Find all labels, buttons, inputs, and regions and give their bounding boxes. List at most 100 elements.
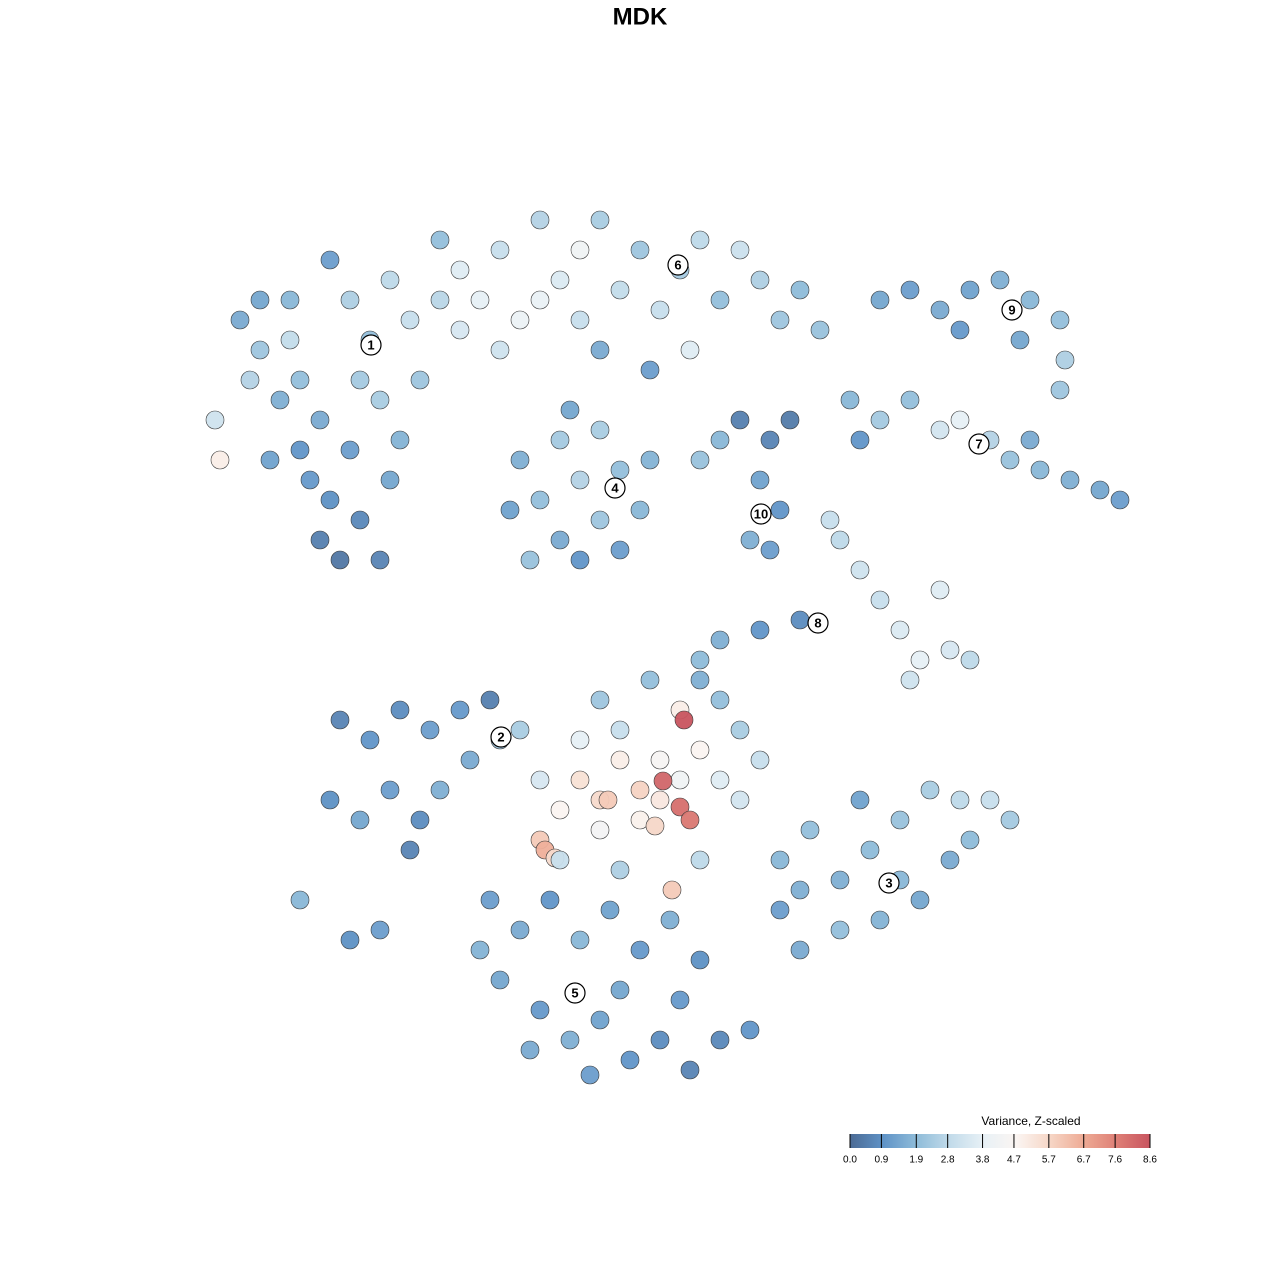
point	[470, 290, 490, 310]
point	[680, 810, 700, 830]
point	[730, 240, 750, 260]
point	[870, 290, 890, 310]
point	[710, 690, 730, 710]
cluster-label: 5	[571, 985, 578, 1000]
point	[680, 1060, 700, 1080]
point	[870, 410, 890, 430]
point	[310, 410, 330, 430]
point	[770, 500, 790, 520]
point	[800, 820, 820, 840]
point	[590, 420, 610, 440]
point	[690, 450, 710, 470]
point	[900, 670, 920, 690]
point	[520, 550, 540, 570]
point	[750, 620, 770, 640]
point	[645, 816, 665, 836]
point	[450, 320, 470, 340]
point	[560, 400, 580, 420]
point	[840, 390, 860, 410]
point	[630, 780, 650, 800]
point	[900, 280, 920, 300]
point	[570, 310, 590, 330]
point	[950, 790, 970, 810]
point	[850, 430, 870, 450]
point	[690, 850, 710, 870]
point	[660, 910, 680, 930]
point	[450, 260, 470, 280]
cluster-badge	[750, 503, 772, 525]
point	[240, 370, 260, 390]
cluster-label: 1	[367, 337, 374, 352]
point	[530, 210, 550, 230]
point	[1020, 430, 1040, 450]
point	[610, 980, 630, 1000]
point	[940, 640, 960, 660]
point	[490, 340, 510, 360]
point	[1020, 290, 1040, 310]
point	[690, 670, 710, 690]
point	[1050, 310, 1070, 330]
colorbar-tick-label: 8.6	[1143, 1155, 1157, 1166]
point	[1000, 810, 1020, 830]
cluster-label: 2	[497, 729, 504, 744]
point	[1110, 490, 1130, 510]
point	[370, 550, 390, 570]
point	[960, 280, 980, 300]
point	[300, 470, 320, 490]
point	[730, 720, 750, 740]
point	[740, 530, 760, 550]
point	[870, 590, 890, 610]
point	[630, 940, 650, 960]
point	[530, 490, 550, 510]
point	[630, 500, 650, 520]
point	[770, 900, 790, 920]
point	[920, 780, 940, 800]
point	[680, 340, 700, 360]
point	[510, 310, 530, 330]
point	[340, 930, 360, 950]
point	[1090, 480, 1110, 500]
point	[380, 270, 400, 290]
point	[850, 790, 870, 810]
point	[960, 650, 980, 670]
point	[810, 320, 830, 340]
cluster-label: 6	[674, 257, 681, 272]
point	[410, 810, 430, 830]
point	[490, 970, 510, 990]
point	[980, 790, 1000, 810]
cluster-badge	[968, 433, 990, 455]
colorbar-tick-label: 1.9	[909, 1155, 923, 1166]
point	[610, 280, 630, 300]
cluster-badge	[604, 477, 626, 499]
point	[310, 530, 330, 550]
point	[710, 430, 730, 450]
cluster-badge	[490, 726, 512, 748]
point	[1000, 450, 1020, 470]
point	[550, 850, 570, 870]
point	[790, 940, 810, 960]
point	[470, 940, 490, 960]
point	[340, 290, 360, 310]
point	[610, 750, 630, 770]
point	[530, 1000, 550, 1020]
point	[320, 790, 340, 810]
point	[380, 470, 400, 490]
point	[340, 440, 360, 460]
point	[550, 800, 570, 820]
point	[790, 610, 810, 630]
colorbar-tick-label: 7.6	[1108, 1155, 1122, 1166]
point	[320, 250, 340, 270]
point	[290, 890, 310, 910]
point	[650, 300, 670, 320]
point	[600, 900, 620, 920]
point	[910, 890, 930, 910]
point	[510, 450, 530, 470]
point	[210, 450, 230, 470]
point	[950, 410, 970, 430]
point	[550, 430, 570, 450]
point	[450, 700, 470, 720]
colorbar-title: Variance, Z-scaled	[981, 1114, 1080, 1128]
colorbar-tick-label: 6.7	[1077, 1155, 1091, 1166]
point	[590, 820, 610, 840]
